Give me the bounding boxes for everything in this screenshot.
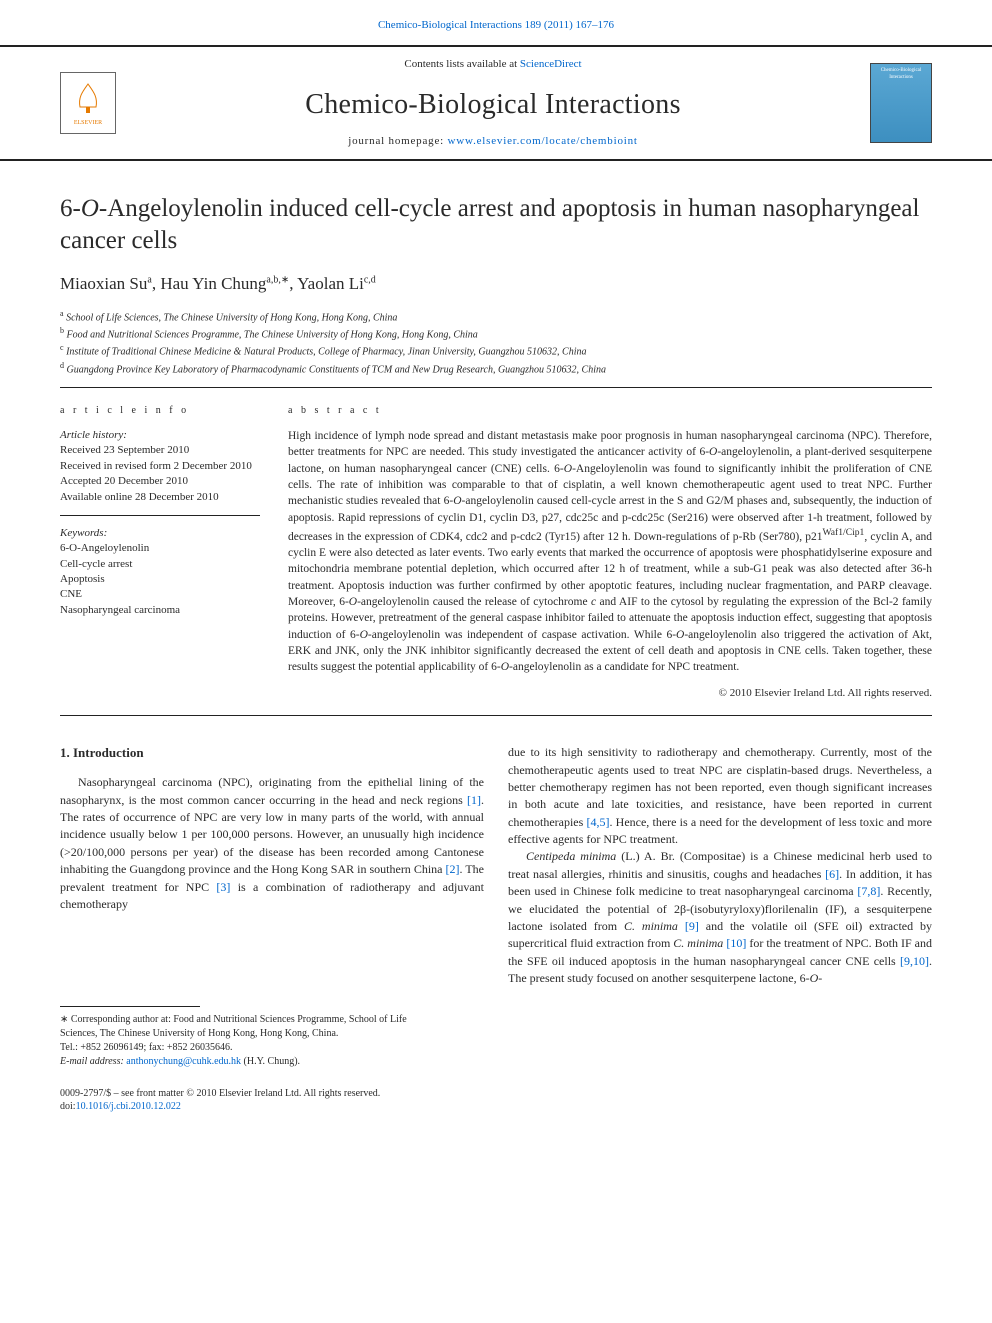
paragraph: due to its high sensitivity to radiother… — [508, 744, 932, 848]
footnotes: ∗ Corresponding author at: Food and Nutr… — [0, 1007, 490, 1069]
tree-icon — [68, 79, 108, 119]
paragraph: Centipeda minima (L.) A. Br. (Compositae… — [508, 848, 932, 987]
citation-link[interactable]: [1] — [467, 793, 481, 807]
corresponding-author: ∗ Corresponding author at: Food and Nutr… — [60, 1013, 430, 1041]
keyword: Nasopharyngeal carcinoma — [60, 604, 180, 616]
authors: Miaoxian Sua, Hau Yin Chunga,b,∗, Yaolan… — [0, 272, 992, 308]
affiliations: a School of Life Sciences, The Chinese U… — [0, 308, 992, 387]
article-title: 6-O-Angeloylenolin induced cell-cycle ar… — [0, 161, 992, 272]
contact-phone: Tel.: +852 26096149; fax: +852 26035646. — [60, 1041, 430, 1055]
contents-lists: Contents lists available at ScienceDirec… — [134, 57, 852, 72]
author-2: Hau Yin Chunga,b,∗ — [160, 274, 289, 293]
citation-link[interactable]: [3] — [216, 880, 230, 894]
header-citation: Chemico-Biological Interactions 189 (201… — [0, 0, 992, 45]
keyword: CNE — [60, 588, 82, 600]
affiliation-d: d Guangdong Province Key Laboratory of P… — [60, 360, 932, 377]
abstract-text: High incidence of lymph node spread and … — [288, 428, 932, 676]
citation-link[interactable]: [6] — [825, 867, 839, 881]
front-matter: 0009-2797/$ – see front matter © 2010 El… — [60, 1087, 932, 1100]
journal-homepage: journal homepage: www.elsevier.com/locat… — [134, 134, 852, 149]
citation-link[interactable]: [9,10] — [900, 954, 929, 968]
citation-link[interactable]: [10] — [726, 936, 746, 950]
email-link[interactable]: anthonychung@cuhk.edu.hk — [126, 1056, 241, 1067]
journal-name: Chemico-Biological Interactions — [134, 85, 852, 124]
article-history: Article history: Received 23 September 2… — [60, 428, 260, 516]
citation-link[interactable]: [4,5] — [586, 815, 609, 829]
citation-link[interactable]: [2] — [446, 862, 460, 876]
body-columns: 1. Introduction Nasopharyngeal carcinoma… — [0, 716, 992, 987]
citation-link[interactable]: [9] — [685, 919, 699, 933]
article-info-head: a r t i c l e i n f o — [60, 404, 260, 418]
journal-header: ELSEVIER Contents lists available at Sci… — [0, 45, 992, 161]
author-3: Yaolan Lic,d — [297, 274, 376, 293]
keyword: Apoptosis — [60, 573, 105, 585]
footer: 0009-2797/$ – see front matter © 2010 El… — [0, 1069, 992, 1137]
article-info: a r t i c l e i n f o Article history: R… — [60, 404, 260, 701]
sciencedirect-link[interactable]: ScienceDirect — [520, 58, 582, 70]
doi-link[interactable]: 10.1016/j.cbi.2010.12.022 — [76, 1101, 181, 1112]
copyright: © 2010 Elsevier Ireland Ltd. All rights … — [288, 686, 932, 701]
elsevier-logo: ELSEVIER — [60, 72, 116, 134]
keywords: Keywords: 6-O-Angeloylenolin Cell-cycle … — [60, 526, 260, 618]
journal-center: Contents lists available at ScienceDirec… — [134, 57, 852, 149]
doi: doi:10.1016/j.cbi.2010.12.022 — [60, 1100, 932, 1113]
column-right: due to its high sensitivity to radiother… — [508, 744, 932, 987]
keyword: 6-O-Angeloylenolin — [60, 542, 149, 554]
author-1: Miaoxian Sua — [60, 274, 152, 293]
section-heading: 1. Introduction — [60, 744, 484, 762]
homepage-link[interactable]: www.elsevier.com/locate/chembioint — [448, 135, 638, 147]
column-left: 1. Introduction Nasopharyngeal carcinoma… — [60, 744, 484, 987]
keyword: Cell-cycle arrest — [60, 558, 132, 570]
journal-cover-thumb: Chemico-Biological Interactions — [870, 63, 932, 143]
affiliation-c: c Institute of Traditional Chinese Medic… — [60, 342, 932, 359]
contact-email: E-mail address: anthonychung@cuhk.edu.hk… — [60, 1055, 430, 1069]
affiliation-b: b Food and Nutritional Sciences Programm… — [60, 325, 932, 342]
paragraph: Nasopharyngeal carcinoma (NPC), originat… — [60, 774, 484, 913]
abstract: a b s t r a c t High incidence of lymph … — [288, 404, 932, 701]
citation-link[interactable]: [7,8] — [857, 884, 880, 898]
affiliation-a: a School of Life Sciences, The Chinese U… — [60, 308, 932, 325]
abstract-head: a b s t r a c t — [288, 404, 932, 418]
